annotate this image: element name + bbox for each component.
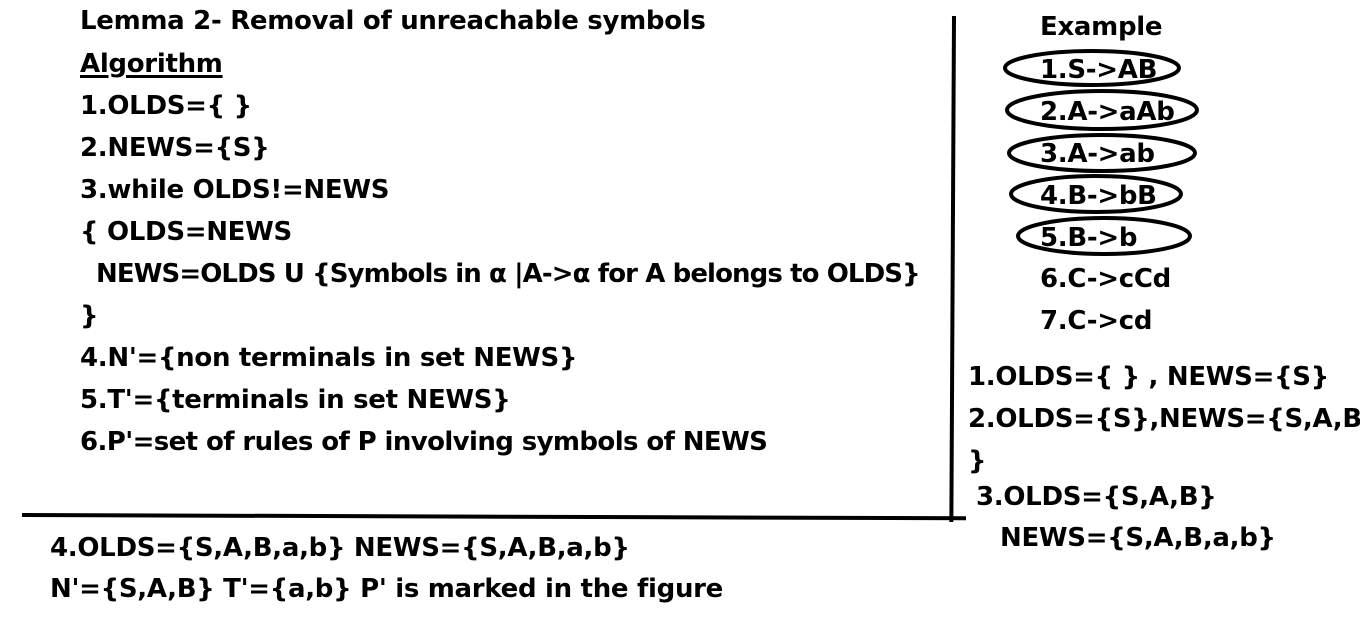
algorithm-step: 3.while OLDS!=NEWS [80,175,390,205]
result-line: 4.OLDS={S,A,B,a,b} NEWS={S,A,B,a,b} [50,533,630,563]
example-heading: Example [1040,12,1163,42]
algorithm-step: 5.T'={terminals in set NEWS} [80,385,511,415]
algorithm-step: 1.OLDS={ } [80,91,252,121]
algorithm-step: 6.P'=set of rules of P involving symbols… [80,427,768,457]
algorithm-step: NEWS=OLDS U {Symbols in α |A->α for A be… [96,259,921,289]
algorithm-step: { OLDS=NEWS [80,217,292,247]
production-rule: 4.B->bB [1040,181,1157,211]
algorithm-step: } [80,301,99,331]
trace-line: 1.OLDS={ } , NEWS={S} [968,362,1329,392]
result-line: N'={S,A,B} T'={a,b} P' is marked in the … [50,574,724,604]
vertical-divider [949,16,956,523]
algorithm-title: Lemma 2- Removal of unreachable symbols [80,6,706,36]
horizontal-divider [21,513,967,521]
algorithm-step: 4.N'={non terminals in set NEWS} [80,343,578,373]
production-rule: 3.A->ab [1040,139,1155,169]
trace-line: 2.OLDS={S},NEWS={S,A,B [968,404,1360,434]
production-rule: 7.C->cd [1040,306,1153,336]
trace-line: NEWS={S,A,B,a,b} [1000,523,1276,553]
algorithm-heading: Algorithm [80,49,223,79]
production-rule: 6.C->cCd [1040,264,1171,294]
production-rule: 2.A->aAb [1040,97,1175,127]
production-rule: 1.S->AB [1040,55,1158,85]
algorithm-step: 2.NEWS={S} [80,133,270,163]
production-rule: 5.B->b [1040,223,1138,253]
trace-line: } [968,446,987,476]
trace-line: 3.OLDS={S,A,B} [976,482,1217,512]
